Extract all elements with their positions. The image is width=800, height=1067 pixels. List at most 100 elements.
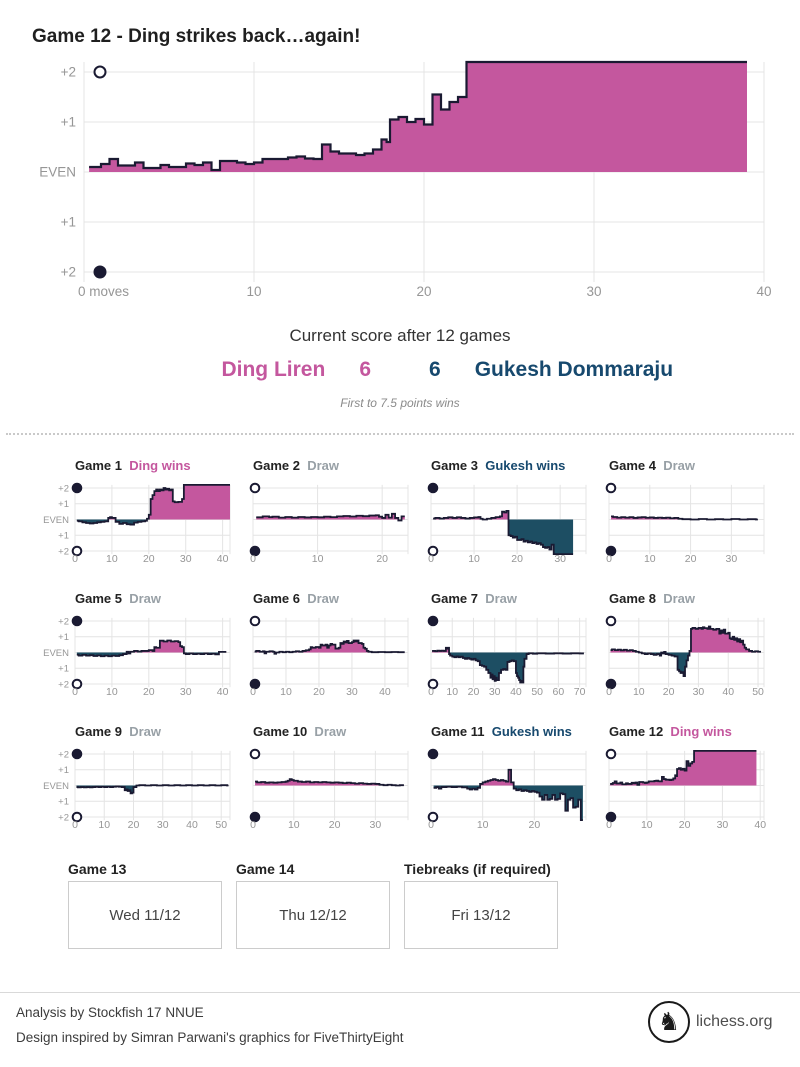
white-piece-marker-icon: [93, 65, 107, 79]
evaluation-line: [433, 768, 583, 822]
x-tick-label: 50: [531, 686, 543, 698]
evaluation-line: [256, 512, 405, 522]
y-tick-label: EVEN: [39, 165, 76, 180]
x-tick-label: 20: [679, 819, 691, 831]
x-tick-label: 0: [250, 686, 256, 698]
x-tick-label: 30: [554, 553, 566, 565]
white-piece-marker-icon: [71, 545, 83, 557]
x-tick-label: 10: [98, 819, 110, 831]
mini-chart-g9: Game 9 Draw +2 +1 EVEN +1 +2 0 10 20 30 40 50: [28, 724, 240, 839]
x-tick-label: 30: [726, 553, 738, 565]
x-tick-label: 0: [72, 553, 78, 565]
x-tick-label: 30: [693, 686, 705, 698]
schedule-date: Thu 12/12: [279, 906, 347, 924]
game-result-label: Draw: [299, 458, 339, 473]
schedule-title-tiebreaks: Tiebreaks (if required): [404, 861, 551, 877]
mini-chart-g6: Game 6 Draw 0 10 20 30 40: [246, 591, 432, 706]
x-tick-label: 10: [477, 819, 489, 831]
gukesh-advantage-area: [433, 519, 574, 555]
black-piece-marker-icon: [71, 748, 83, 760]
y-tick-label: +2: [58, 616, 69, 627]
x-tick-label: 20: [663, 686, 675, 698]
x-tick-label: 20: [128, 819, 140, 831]
mini-evaluation-chart: 0 10 20 30 40: [605, 748, 766, 831]
mini-chart-g4: Game 4 Draw 0 10 20 30: [602, 458, 788, 573]
y-tick-label: EVEN: [43, 781, 69, 792]
ding-advantage-area: [611, 516, 758, 520]
game-result-label: Draw: [307, 724, 347, 739]
mini-game-title: Game 1 Ding wins: [75, 458, 240, 478]
evaluation-line: [76, 639, 227, 658]
mini-game-title: Game 12 Ding wins: [609, 724, 788, 744]
score-left-half: Ding Liren 6: [0, 358, 400, 382]
black-piece-marker-icon: [249, 811, 261, 823]
ding-advantage-area: [433, 510, 574, 520]
x-tick-label: 0: [428, 553, 434, 565]
x-tick-label: 50: [752, 686, 764, 698]
black-piece-marker-icon: [93, 265, 107, 279]
y-tick-label: +1: [61, 115, 76, 130]
mini-chart-g7: Game 7 Draw 0 10 20 30 40 50 60 70: [424, 591, 610, 706]
y-tick-label: +2: [58, 483, 69, 494]
schedule-date-box: Thu 12/12: [236, 881, 390, 949]
y-tick-label: +2: [58, 546, 69, 557]
mini-chart-g12: Game 12 Ding wins 0 10 20 30 40: [602, 724, 788, 839]
x-tick-label: 20: [528, 819, 540, 831]
x-tick-label: 50: [215, 819, 227, 831]
evaluation-line: [432, 646, 584, 684]
game-result-label: Gukesh wins: [477, 458, 566, 473]
mini-game-title: Game 11 Gukesh wins: [431, 724, 610, 744]
x-tick-label: 40: [217, 686, 229, 698]
x-tick-label: 40: [754, 819, 766, 831]
x-tick-label: 30: [489, 686, 501, 698]
gukesh-advantage-area: [76, 519, 230, 525]
x-tick-label: 0 moves: [78, 284, 129, 299]
x-tick-label: 20: [143, 553, 155, 565]
white-piece-marker-icon: [249, 615, 261, 627]
black-piece-marker-icon: [71, 615, 83, 627]
mini-evaluation-chart: 0 10 20: [249, 482, 409, 565]
y-tick-label: +1: [58, 531, 69, 542]
schedule-title-game13: Game 13: [68, 861, 127, 877]
x-tick-label: 0: [72, 686, 78, 698]
y-tick-label: +1: [58, 664, 69, 675]
black-piece-marker-icon: [605, 545, 617, 557]
black-piece-marker-icon: [249, 678, 261, 690]
black-piece-marker-icon: [71, 482, 83, 494]
x-tick-label: 10: [106, 686, 118, 698]
evaluation-line: [76, 784, 229, 795]
game-result-label: Draw: [655, 458, 695, 473]
black-piece-marker-icon: [249, 545, 261, 557]
ding-name: Ding Liren: [221, 358, 326, 381]
mini-chart-g10: Game 10 Draw 0 10 20 30: [246, 724, 432, 839]
evaluation-line: [611, 515, 758, 521]
mini-evaluation-chart: 0 10 20 30: [605, 482, 765, 565]
x-tick-label: 40: [186, 819, 198, 831]
score-row: Ding Liren 6 6 Gukesh Dommaraju: [0, 358, 800, 382]
game-number-label: Game 3: [431, 458, 478, 473]
white-piece-marker-icon: [605, 748, 617, 760]
y-tick-label: +1: [58, 632, 69, 643]
x-tick-label: 20: [376, 553, 388, 565]
x-tick-label: 0: [428, 686, 434, 698]
evaluation-line: [89, 60, 747, 172]
y-tick-label: +2: [61, 65, 76, 80]
x-tick-label: 20: [416, 284, 431, 299]
ding-advantage-area: [432, 647, 584, 653]
evaluation-line: [433, 509, 574, 556]
mini-game-title: Game 2 Draw: [253, 458, 432, 478]
white-piece-marker-icon: [605, 615, 617, 627]
lichess-knight-icon: ♞: [648, 1001, 690, 1043]
white-piece-marker-icon: [249, 482, 261, 494]
x-tick-label: 10: [106, 553, 118, 565]
white-piece-marker-icon: [249, 748, 261, 760]
x-tick-label: 10: [280, 686, 292, 698]
x-tick-label: 20: [329, 819, 341, 831]
x-tick-label: 30: [157, 819, 169, 831]
mini-chart-g1: Game 1 Ding wins +2 +1 EVEN +1 +2 0 10 20 30 40: [28, 458, 240, 573]
mini-game-title: Game 3 Gukesh wins: [431, 458, 610, 478]
x-tick-label: 40: [510, 686, 522, 698]
game-result-label: Draw: [655, 591, 695, 606]
